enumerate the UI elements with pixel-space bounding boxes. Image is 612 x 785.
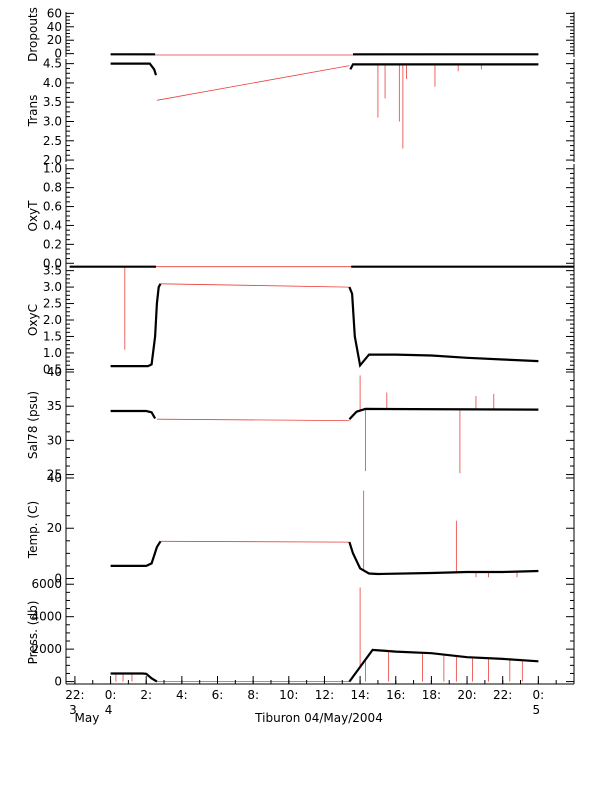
panel-5: 0 20 40 Temp. (C)	[26, 471, 575, 585]
y-tick-label: 0	[54, 47, 62, 61]
y-tick-label: 0	[54, 675, 62, 689]
raw-series-line	[156, 65, 350, 101]
y-axis-label: Press. (db)	[26, 601, 40, 665]
y-tick-label: 1.5	[43, 329, 62, 343]
y-tick-label: 40	[47, 365, 62, 379]
y-axis-label: OxyT	[26, 200, 40, 232]
y-tick-label: 2000	[31, 642, 62, 656]
y-tick-label: 0.4	[43, 218, 62, 232]
y-tick-label: 2.0	[43, 153, 62, 167]
x-tick-day-label: 4	[105, 703, 113, 717]
x-tick-label: 20:	[457, 688, 476, 702]
raw-series-line	[160, 283, 350, 288]
y-tick-label: 2.5	[43, 134, 62, 148]
y-tick-label: 1.0	[43, 162, 62, 176]
y-tick-label: 3.5	[43, 264, 62, 278]
y-tick-label: 2.5	[43, 297, 62, 311]
y-axis-label: Sal78 (psu)	[26, 391, 40, 459]
y-tick-label: 40	[47, 471, 62, 485]
y-tick-label: 3.0	[43, 280, 62, 294]
y-tick-label: 25	[47, 468, 62, 482]
y-tick-label: 0.8	[43, 181, 62, 195]
averaged-series-line	[348, 407, 539, 420]
panel-1: 2.0 2.5 3.0 3.5 4.0 4.5 Trans	[26, 57, 575, 167]
averaged-series-line	[349, 63, 539, 70]
x-tick-label: 8:	[247, 688, 259, 702]
y-tick-label: 0.2	[43, 237, 62, 251]
panel-3: 0.5 1.0 1.5 2.0 2.5 3.0 3.5 OxyC	[26, 264, 575, 376]
x-tick-label: 6:	[212, 688, 224, 702]
y-tick-label: 30	[47, 433, 62, 447]
x-tick-label: 16:	[386, 688, 405, 702]
y-tick-label: 4.0	[43, 76, 62, 90]
y-axis-label: OxyC	[26, 304, 40, 336]
x-tick-label: 12:	[315, 688, 334, 702]
averaged-series-line	[110, 672, 158, 683]
y-tick-label: 0	[54, 571, 62, 585]
x-tick-label: 10:	[279, 688, 298, 702]
y-axis-label: Trans	[26, 95, 40, 128]
x-tick-label: 4:	[176, 688, 188, 702]
y-tick-label: 60	[47, 6, 62, 20]
averaged-series-line	[348, 541, 539, 576]
y-tick-label: 35	[47, 399, 62, 413]
panel-4: 25 30 35 40 Sal78 (psu)	[26, 365, 575, 482]
raw-series-line	[160, 540, 350, 543]
panels: 0204060Dropouts2.02.53.03.54.04.5Trans0.…	[26, 6, 575, 689]
averaged-series-line	[348, 286, 539, 368]
y-tick-label: 3.5	[43, 95, 62, 109]
x-tick-day-label: 3	[69, 703, 77, 717]
panel-6: 0 2000 4000 6000 Press. (db)	[26, 577, 575, 689]
y-tick-label: 20	[47, 521, 62, 535]
x-tick-month-label: May	[75, 711, 100, 725]
y-tick-label: 0.5	[43, 362, 62, 376]
x-tick-label: 0:	[533, 688, 545, 702]
x-tick-label: 14:	[350, 688, 369, 702]
x-tick-label: 22:	[493, 688, 512, 702]
y-tick-label: 4000	[31, 610, 62, 624]
y-axis-label: Temp. (C)	[26, 501, 40, 559]
y-tick-label: 40	[47, 20, 62, 34]
x-tick-label: 18:	[422, 688, 441, 702]
raw-series-line	[156, 418, 350, 421]
x-tick-label: 22:	[65, 688, 84, 702]
averaged-series-line	[348, 648, 539, 683]
averaged-series-line	[110, 409, 157, 420]
y-tick-label: 6000	[31, 577, 62, 591]
y-axis-label: Dropouts	[26, 7, 40, 62]
y-tick-label: 2.0	[43, 313, 62, 327]
x-tick-label: 2:	[140, 688, 152, 702]
y-tick-label: 4.5	[43, 57, 62, 71]
y-tick-label: 0.6	[43, 200, 62, 214]
panel-2: 0.0 0.2 0.4 0.6 0.8 1.0 OxyT	[26, 162, 575, 270]
averaged-series-line	[110, 62, 158, 76]
y-tick-label: 1.0	[43, 346, 62, 360]
x-tick-label: 0:	[105, 688, 117, 702]
figure-caption: Tiburon 04/May/2004	[254, 711, 383, 725]
averaged-series-line	[110, 283, 162, 368]
averaged-series-line	[110, 540, 162, 568]
y-tick-label: 3.0	[43, 114, 62, 128]
x-tick-day-label: 5	[533, 703, 541, 717]
y-tick-label: 0.0	[43, 256, 62, 270]
y-tick-label: 20	[47, 33, 62, 47]
